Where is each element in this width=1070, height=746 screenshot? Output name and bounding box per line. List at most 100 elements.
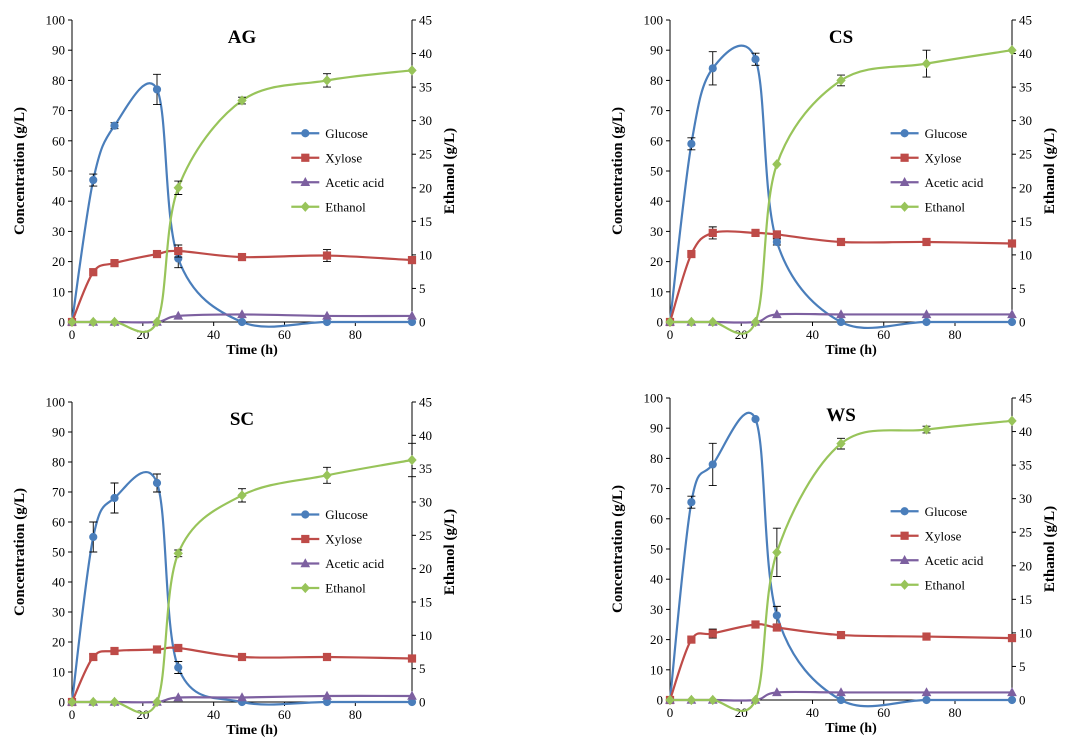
data-point: [109, 316, 120, 328]
series-xylose: [665, 226, 1017, 327]
right-axis-tick-label: 30: [1019, 491, 1032, 506]
data-point: [174, 663, 183, 672]
left-axis-title: Concentration (g/L): [12, 488, 28, 616]
right-axis-tick-label: 10: [419, 247, 432, 262]
legend-marker: [300, 201, 310, 212]
legend-entry: Glucose: [925, 504, 968, 519]
data-point: [836, 237, 846, 247]
data-point: [237, 490, 247, 501]
data-point: [1007, 695, 1017, 705]
data-point: [1007, 45, 1017, 56]
data-point: [173, 310, 184, 320]
legend-entry: Xylose: [925, 150, 962, 165]
left-axis-tick-label: 80: [650, 451, 663, 466]
legend-marker: [300, 176, 311, 186]
left-axis-tick-label: 0: [59, 315, 66, 330]
legend-marker: [900, 129, 909, 138]
legend-marker: [301, 153, 310, 162]
left-axis-tick-label: 70: [650, 481, 663, 496]
right-axis-tick-label: 0: [1019, 693, 1026, 708]
right-axis-tick-label: 35: [419, 80, 432, 95]
data-point: [89, 652, 98, 662]
left-axis-tick-label: 60: [650, 511, 663, 526]
legend-marker: [899, 579, 910, 590]
data-point: [772, 230, 781, 239]
series-line: [71, 458, 413, 715]
right-axis-tick-label: 0: [1019, 315, 1026, 330]
data-point: [322, 251, 332, 260]
data-point: [921, 309, 932, 319]
legend-entry: Acetic acid: [325, 556, 384, 571]
data-point: [407, 454, 417, 466]
data-point: [152, 478, 162, 488]
right-axis-tick-label: 35: [1019, 458, 1032, 473]
right-axis-tick-label: 20: [419, 180, 432, 195]
series-ethanol: [665, 45, 1017, 335]
right-axis-tick-label: 25: [419, 528, 432, 543]
left-axis-tick-label: 50: [52, 545, 65, 560]
right-axis-tick-label: 10: [419, 628, 432, 643]
data-point: [237, 317, 247, 327]
data-point: [237, 309, 247, 319]
data-point: [836, 75, 846, 86]
right-axis-title: Ethanol (g/L): [1042, 506, 1058, 592]
legend-entry: Xylose: [925, 528, 962, 543]
x-axis-title: Time (h): [226, 723, 278, 738]
left-axis-tick-label: 90: [650, 43, 663, 58]
left-axis-tick-label: 0: [657, 315, 664, 330]
data-point: [708, 460, 717, 469]
series-line: [670, 49, 1013, 335]
data-point: [322, 690, 332, 700]
data-point: [922, 237, 931, 247]
left-axis-title: Concentration (g/L): [12, 107, 28, 235]
data-point: [750, 694, 761, 706]
data-point: [173, 548, 183, 559]
legend-entry: Ethanol: [325, 581, 366, 596]
data-point: [322, 310, 332, 320]
data-point: [686, 316, 697, 328]
data-point: [1007, 309, 1017, 319]
data-point: [407, 310, 417, 320]
right-axis-tick-label: 20: [1019, 180, 1032, 195]
left-axis-tick-label: 30: [52, 605, 65, 620]
data-point: [687, 498, 696, 507]
left-axis-tick-label: 30: [52, 224, 65, 239]
data-point: [708, 316, 718, 328]
left-axis-tick-label: 80: [52, 455, 65, 470]
data-point: [152, 249, 162, 259]
data-point: [237, 252, 247, 262]
left-axis-tick-label: 10: [52, 665, 65, 680]
x-axis-tick-label: 80: [949, 705, 962, 720]
left-axis-tick-label: 60: [52, 133, 65, 148]
legend-marker: [899, 554, 910, 564]
legend-marker: [900, 507, 909, 516]
data-point: [921, 58, 932, 69]
right-axis-title: Ethanol (g/L): [442, 509, 458, 595]
data-point: [708, 64, 717, 73]
left-axis-tick-label: 60: [650, 133, 663, 148]
x-axis-title: Time (h): [226, 343, 278, 358]
x-axis-tick-label: 60: [278, 707, 291, 722]
x-axis-tick-label: 0: [69, 327, 76, 342]
legend: Glucose Xylose Acetic acid Ethanol: [291, 507, 385, 596]
right-axis-tick-label: 25: [1019, 525, 1032, 540]
right-axis-tick-label: 0: [419, 695, 426, 710]
data-point: [751, 228, 760, 238]
data-point: [152, 316, 162, 328]
right-axis-tick-label: 45: [1019, 13, 1032, 28]
left-axis-tick-label: 50: [650, 542, 663, 557]
right-axis-tick-label: 45: [419, 395, 432, 410]
data-point: [750, 316, 761, 328]
data-point: [772, 159, 782, 170]
legend-entry: Acetic acid: [925, 553, 984, 568]
left-axis-tick-label: 70: [650, 103, 663, 118]
data-point: [89, 175, 98, 185]
data-point: [173, 182, 183, 193]
right-axis-title: Ethanol (g/L): [1042, 128, 1058, 214]
data-point: [237, 95, 247, 106]
right-axis-tick-label: 30: [419, 495, 432, 510]
left-axis-tick-label: 50: [650, 164, 663, 179]
data-point: [772, 623, 781, 632]
left-axis-tick-label: 10: [650, 662, 663, 677]
